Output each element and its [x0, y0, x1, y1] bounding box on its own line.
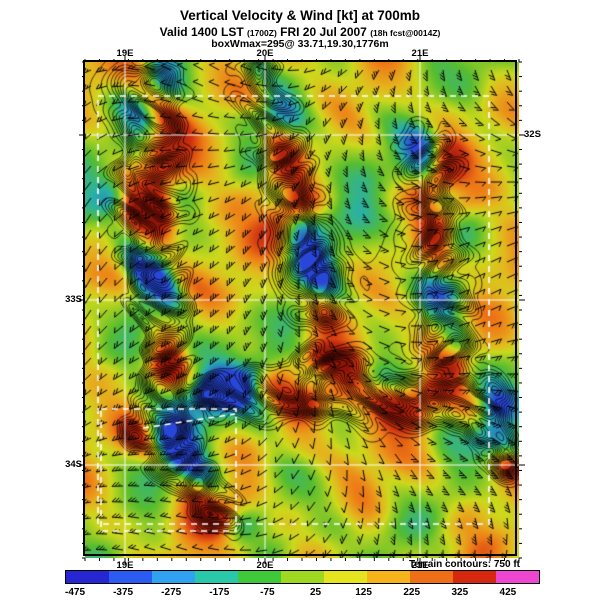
colorbar-tick-label: 225 [403, 587, 421, 598]
colorbar-segment [453, 571, 496, 583]
fcst-note: (18h fcst@0014Z) [370, 28, 441, 38]
map-canvas [85, 62, 519, 558]
colorbar-segment [410, 571, 453, 583]
valid-date: FRI 20 Jul 2007 [280, 25, 367, 39]
colorbar-tick-label: 125 [355, 587, 372, 598]
colorbar-segment [238, 571, 281, 583]
plot-title: Vertical Velocity & Wind [kt] at 700mb [180, 8, 420, 23]
colorbar-segment [496, 571, 539, 583]
top-axis-label: 20E [256, 48, 274, 59]
left-axis-label: 34S [65, 459, 82, 470]
colorbar-segment [281, 571, 324, 583]
colorbar-segment [109, 571, 152, 583]
colorbar-tick-label: 425 [499, 587, 517, 598]
colorbar-tick-label: -375 [113, 587, 134, 598]
terrain-note: Terrain contours: 750 ft [409, 559, 520, 570]
top-axis-label: 19E [116, 48, 134, 59]
colorbar-segment [195, 571, 238, 583]
colorbar-tick-label: -475 [64, 587, 86, 598]
valid-time-line: Valid 1400 LST (1700Z) FRI 20 Jul 2007 (… [0, 25, 600, 39]
colorbar-tick-label: -275 [161, 587, 182, 598]
bottom-axis-label: 19E [116, 560, 134, 571]
colorbar-segment [152, 571, 195, 583]
colorbar-segment [367, 571, 410, 583]
colorbar-tick-label: -75 [260, 587, 275, 598]
colorbar-segment [66, 571, 109, 583]
valid-zulu: (1700Z) [247, 28, 277, 38]
colorbar-tick-label: 325 [451, 587, 469, 598]
boxwmax-line: boxWmax=295@ 33.71,19.30,1776m [211, 38, 389, 50]
colorbar-tick-label: -175 [209, 587, 230, 598]
colorbar [65, 570, 540, 584]
valid-prefix: Valid 1400 LST [159, 25, 244, 39]
bottom-axis-label: 21E [411, 560, 429, 571]
left-axis-label: 33S [65, 294, 82, 305]
right-axis-label: 32S [524, 129, 541, 140]
colorbar-tick-label: 25 [309, 587, 322, 598]
top-axis-label: 21E [411, 48, 429, 59]
bottom-axis-label: 20E [256, 560, 274, 571]
colorbar-segment [324, 571, 367, 583]
